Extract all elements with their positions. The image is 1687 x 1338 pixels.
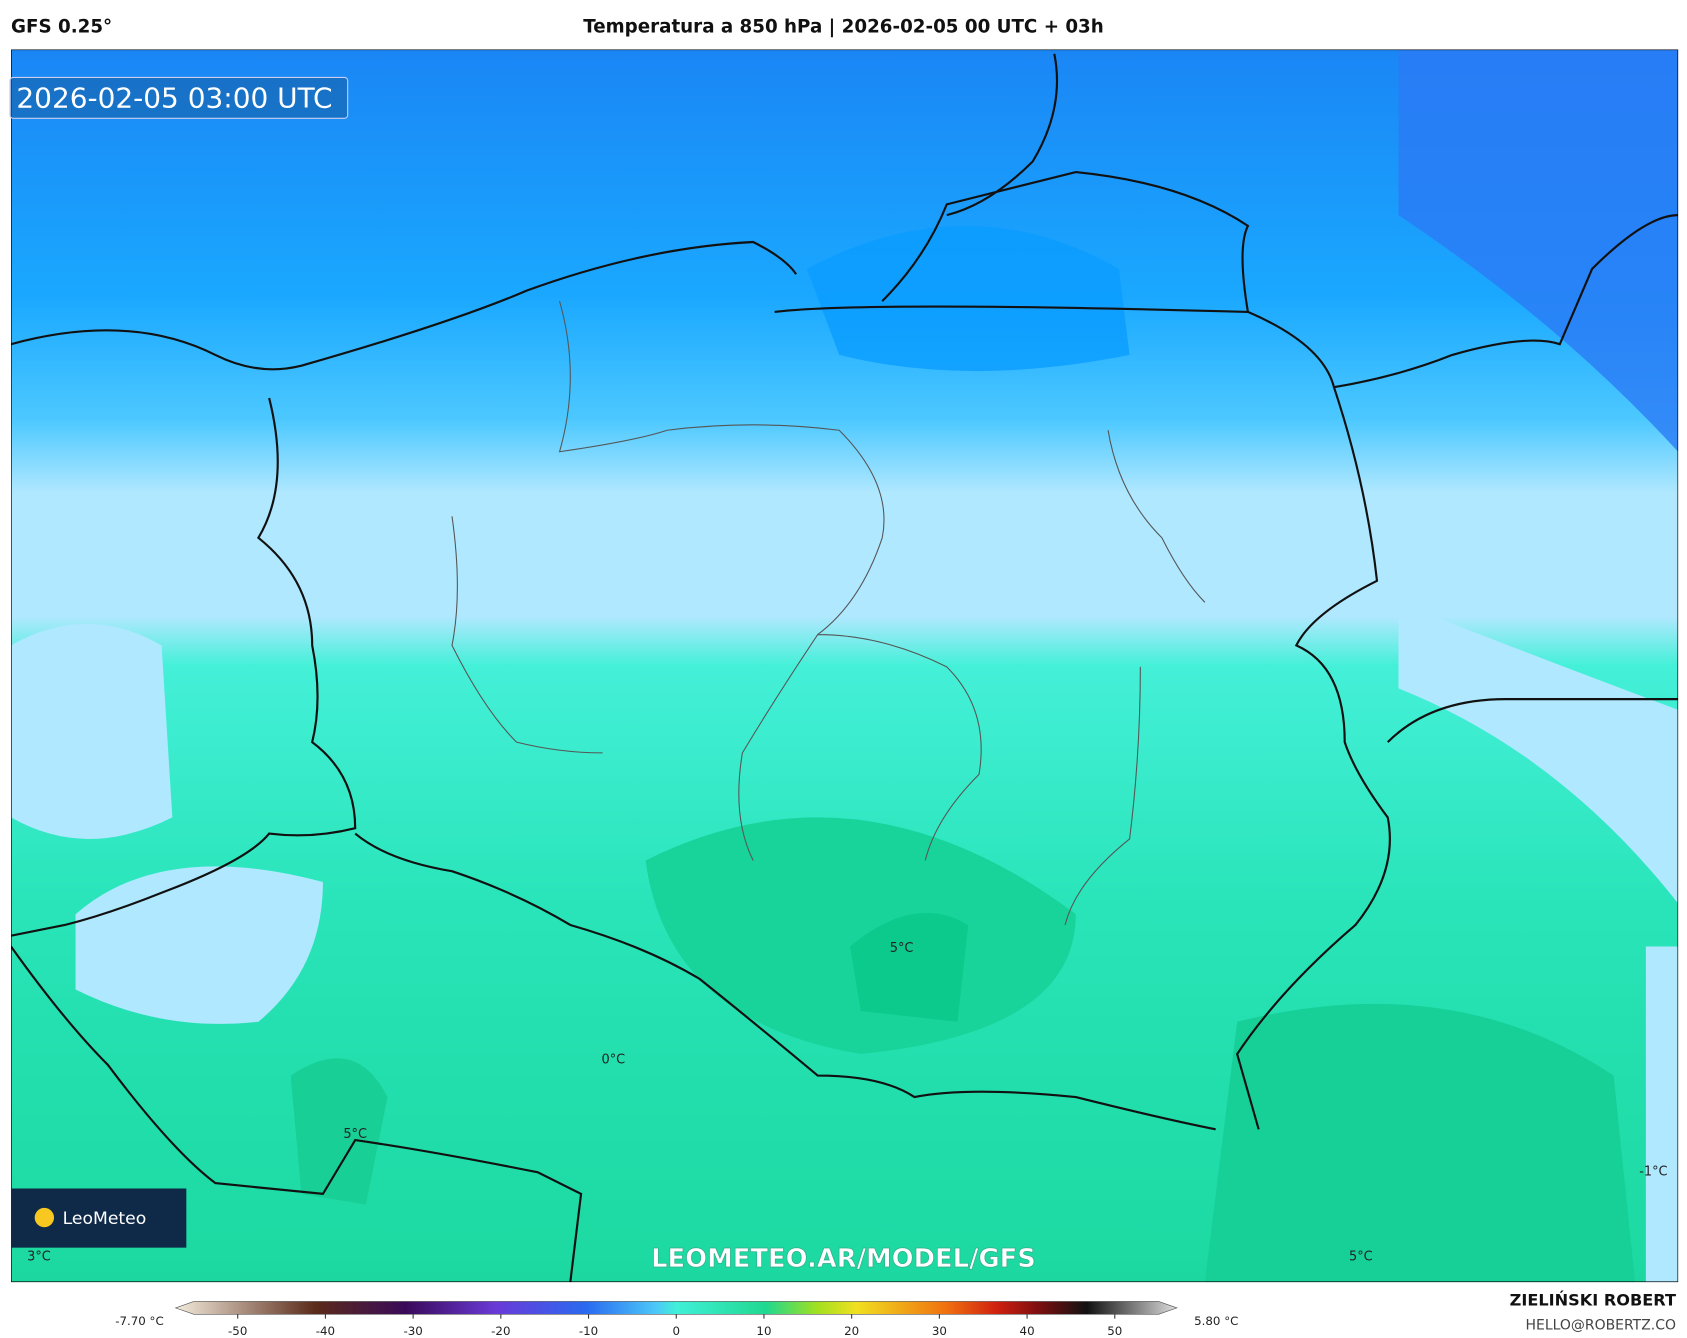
colorbar-max-label: 5.80 °C: [1194, 1314, 1238, 1328]
colorbar-tick-label: 0: [672, 1324, 680, 1338]
logo: LeoMeteo: [63, 1209, 147, 1229]
country-border: [11, 53, 1391, 1130]
colorbar-min-label: -7.70 °C: [115, 1314, 164, 1328]
contour-label: 5°C: [343, 1127, 367, 1142]
cool-band: [1645, 946, 1679, 1283]
warm-area: [1204, 1003, 1636, 1283]
author: ZIELIŃSKI ROBERT: [1510, 1291, 1676, 1310]
colorbar-ticks: -50 -40 -30 -20 -10 0 10 20 30 40 50: [228, 1314, 1122, 1338]
map-title: Temperatura a 850 hPa | 2026-02-05 00 UT…: [583, 16, 1104, 37]
model-name: GFS 0.25°: [11, 16, 112, 37]
map: [11, 49, 1679, 1283]
cool-band: [11, 623, 173, 839]
contour-label: 5°C: [1349, 1250, 1373, 1265]
colorbar-tick-label: -10: [579, 1324, 598, 1338]
contour-label: -1°C: [1639, 1165, 1667, 1180]
contour-label: 0°C: [602, 1053, 626, 1068]
country-border: [11, 214, 1679, 1283]
warm-area: [645, 817, 1076, 1055]
watermark: LEOMETEO.AR/MODEL/GFS: [651, 1244, 1036, 1274]
colorbar-tick-label: -20: [491, 1324, 510, 1338]
colorbar-tick-label: 40: [1020, 1324, 1035, 1338]
cool-band: [1398, 602, 1679, 904]
colorbar-tick-label: 20: [844, 1324, 859, 1338]
contour-label: 5°C: [890, 941, 914, 956]
colorbar-tick-label: -40: [316, 1324, 335, 1338]
region-border: [451, 301, 1206, 926]
email: HELLO@ROBERTZ.CO: [1526, 1317, 1676, 1333]
cool-band: [75, 866, 323, 1024]
cold-pocket: [1398, 49, 1679, 452]
cold-pocket: [806, 225, 1130, 372]
timestamp: 2026-02-05 03:00 UTC: [16, 82, 332, 115]
warm-core: [849, 912, 969, 1022]
colorbar-tick-label: -50: [228, 1324, 247, 1338]
colorbar-tick-label: 10: [756, 1324, 771, 1338]
colorbar-tick-label: -30: [403, 1324, 422, 1338]
contour-label: 3°C: [27, 1250, 51, 1265]
colorbar-tick-label: 30: [932, 1324, 947, 1338]
colorbar: [174, 1301, 1178, 1315]
colorbar-tick-label: 50: [1107, 1324, 1122, 1338]
timestamp-box: [9, 76, 349, 119]
warm-area: [290, 1058, 388, 1205]
logo-sun: [34, 1207, 55, 1228]
